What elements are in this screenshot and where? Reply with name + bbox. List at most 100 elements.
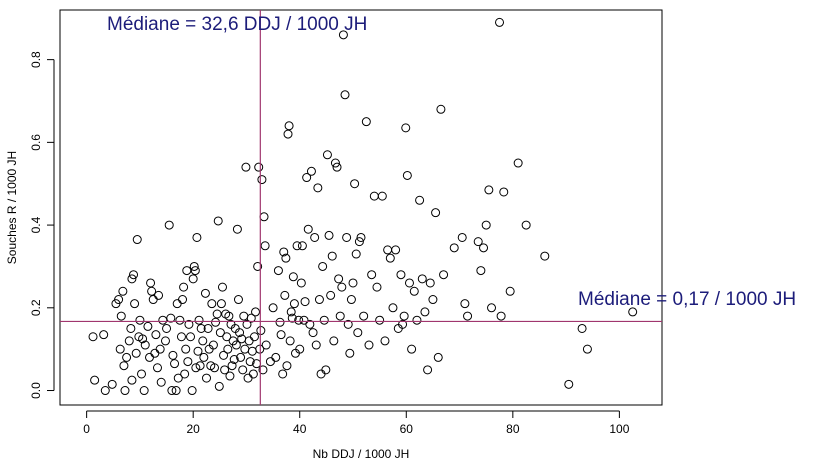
data-point [249,332,259,342]
data-point [401,123,411,133]
data-point [479,243,489,253]
data-point [473,237,483,247]
data-point [391,245,401,255]
data-point [248,369,258,379]
data-point [151,330,161,340]
data-point [196,323,206,333]
data-point [138,334,148,344]
data-point [345,348,355,358]
data-point [318,261,328,271]
data-point [420,307,430,317]
data-point [129,270,139,280]
data-point [183,357,193,367]
data-point [302,173,312,183]
data-point [383,245,393,255]
data-point [178,295,188,305]
data-point [296,278,306,288]
data-point [180,369,190,379]
data-point [182,266,192,276]
data-point [229,355,239,365]
data-point [423,365,433,375]
data-point [115,344,125,354]
data-point [334,274,344,284]
data-point [359,311,369,321]
data-point [316,369,326,379]
data-point [116,311,126,321]
data-point [190,266,200,276]
data-point [294,315,304,325]
data-point [132,235,142,245]
data-point [100,386,110,396]
data-point [253,261,263,271]
data-point [306,166,316,176]
data-point [231,340,241,350]
data-point [321,365,331,375]
data-point [404,278,414,288]
data-point [227,361,237,371]
data-point [147,286,157,296]
data-point [396,270,406,280]
data-point [233,295,243,305]
data-point [202,373,212,383]
data-point [275,317,285,327]
data-point [251,307,261,317]
data-point [385,253,395,263]
data-point [261,340,271,350]
data-point [268,303,278,313]
data-point [259,212,269,222]
data-point [399,311,409,321]
data-point [417,274,427,284]
data-point [150,348,160,358]
data-point [388,303,398,313]
data-point [407,344,417,354]
data-point [152,363,162,373]
data-point [513,158,523,168]
data-point [332,162,342,172]
data-point [308,328,318,338]
data-point [346,295,356,305]
data-point [521,220,531,230]
data-point [460,299,470,309]
data-point [135,315,145,325]
data-point [192,232,202,242]
data-point [199,352,209,362]
data-point [356,232,366,242]
data-point [155,344,165,354]
x-tick-label: 0 [83,422,90,436]
data-point [292,241,302,251]
data-point [540,251,550,261]
data-point [353,328,363,338]
data-point [276,330,286,340]
data-point [215,328,225,338]
data-point [354,237,364,247]
data-point [343,319,353,329]
data-point [335,311,345,321]
data-point [193,346,203,356]
data-point [214,381,224,391]
data-point [319,315,329,325]
data-point [158,315,168,325]
data-point [476,266,486,276]
data-point [90,375,100,385]
data-point [310,232,320,242]
data-point [303,224,313,234]
data-point [254,162,264,172]
data-point [242,319,252,329]
data-point [284,121,294,131]
data-point [154,290,164,300]
data-point [191,363,201,373]
data-point [211,317,221,327]
data-point [212,309,222,319]
data-point [428,295,438,305]
data-point [265,357,275,367]
data-point [257,175,267,185]
y-tick-label: 0.0 [29,382,43,399]
data-point [361,117,371,127]
data-point [628,307,638,317]
data-point [289,299,299,309]
data-point [463,311,473,321]
x-tick-label: 60 [400,422,414,436]
data-point [225,371,235,381]
data-point [114,295,124,305]
data-point [213,216,223,226]
